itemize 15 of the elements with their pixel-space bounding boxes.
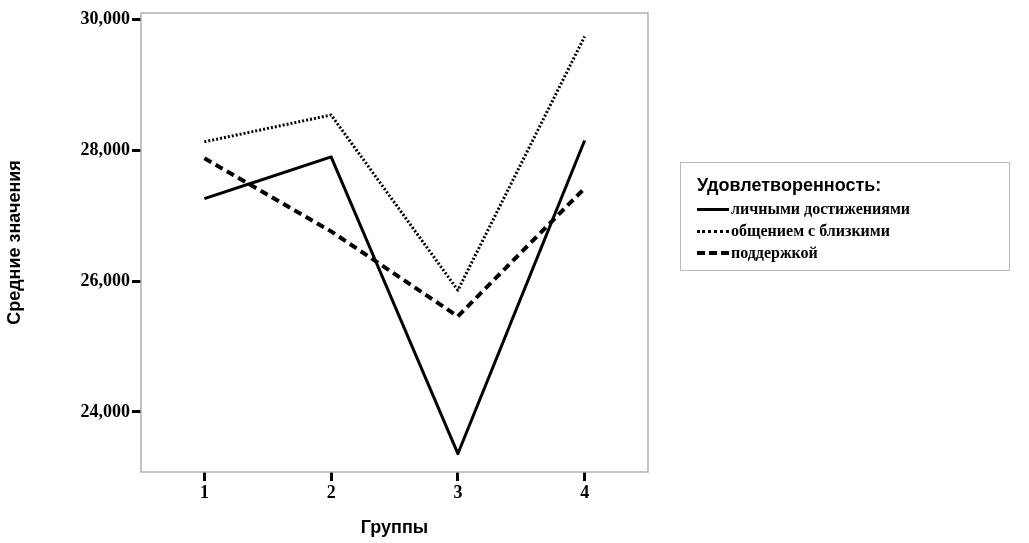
y-tick-label: 26,000 bbox=[80, 269, 130, 290]
y-tick-label: 24,000 bbox=[80, 400, 130, 421]
legend-label: поддержкой bbox=[731, 244, 818, 262]
legend-label: личными достижениями bbox=[731, 200, 911, 218]
x-axis-title: Группы bbox=[360, 517, 429, 538]
y-axis-title: Средние значения bbox=[3, 160, 24, 325]
x-tick-label: 3 bbox=[453, 482, 463, 503]
y-tick-label: 28,000 bbox=[80, 138, 130, 159]
legend-title: Удовлетворенность: bbox=[697, 175, 883, 196]
x-tick-label: 2 bbox=[326, 482, 336, 503]
legend-label: общением с близкими bbox=[731, 222, 890, 240]
x-tick-label: 4 bbox=[580, 482, 590, 503]
line-series bbox=[202, 35, 587, 292]
x-tick-label: 1 bbox=[199, 482, 209, 503]
y-tick-label: 30,000 bbox=[80, 8, 130, 29]
